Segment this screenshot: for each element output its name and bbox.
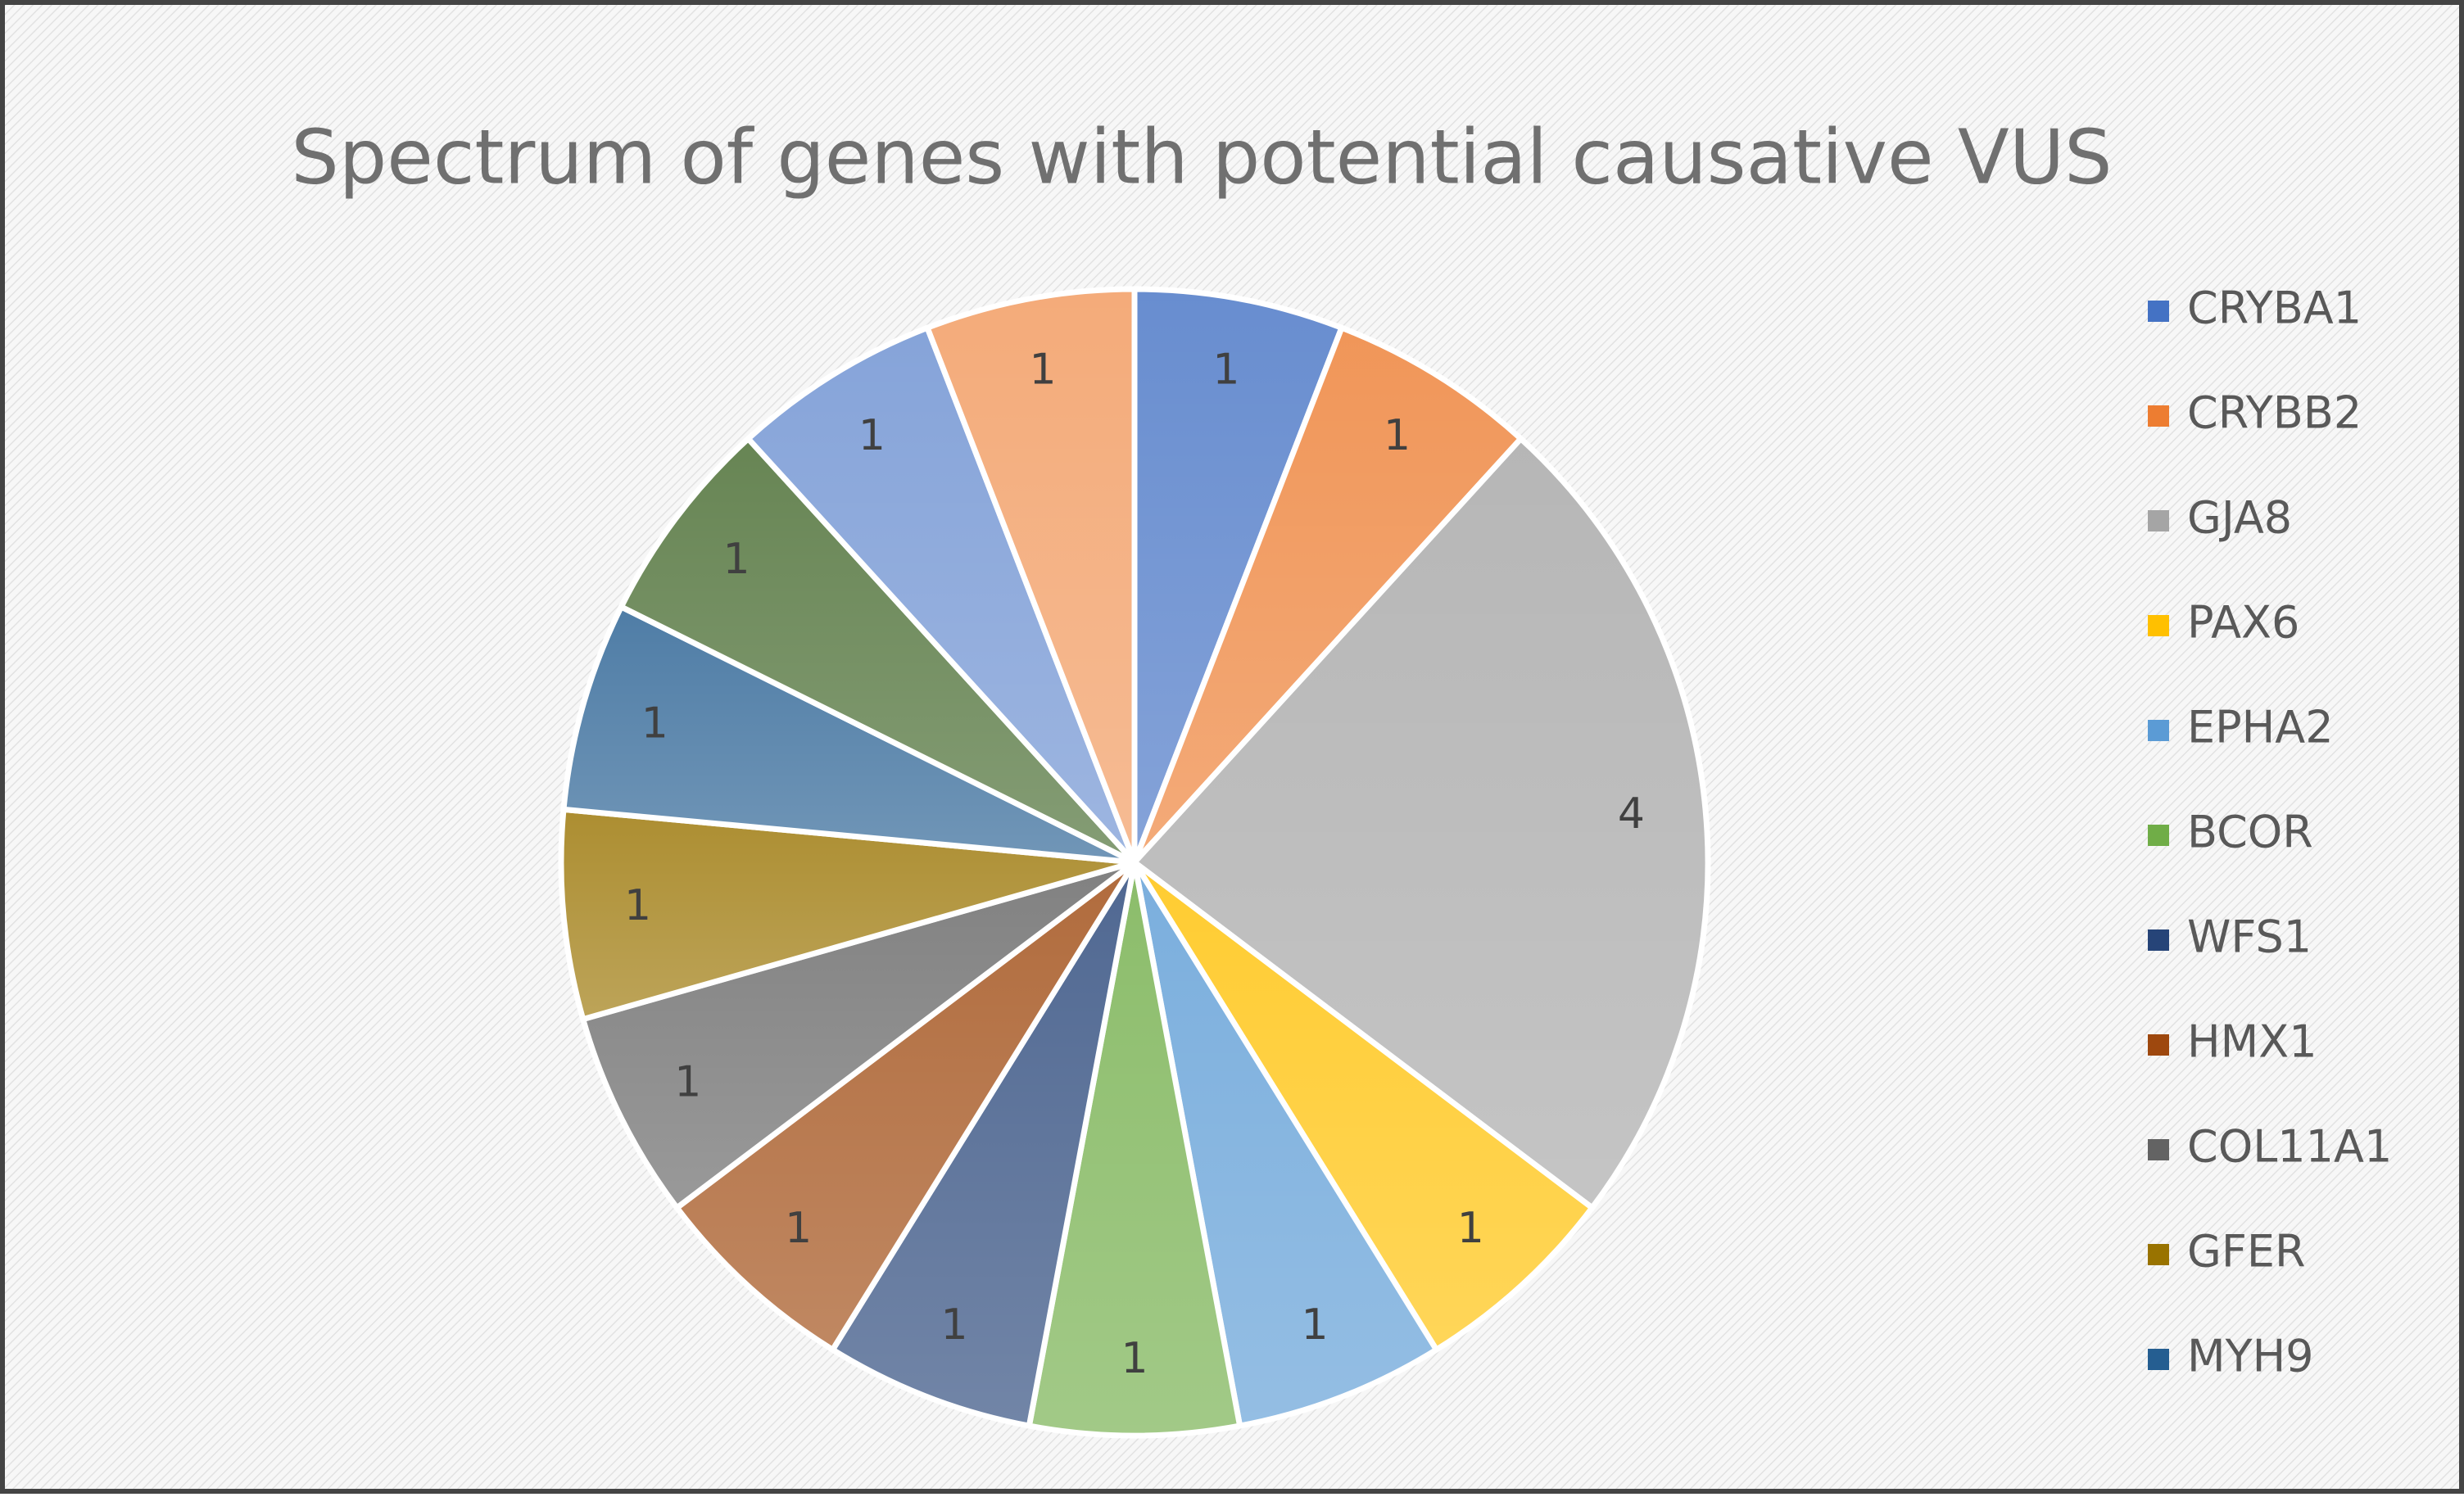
slice-shade	[563, 606, 1135, 862]
data-label: 1	[674, 1057, 701, 1106]
slice-shade	[561, 809, 1135, 1020]
slice-shade	[1135, 328, 1521, 863]
data-label: 1	[1030, 345, 1057, 394]
data-label: 1	[858, 411, 886, 460]
slice-shade	[1135, 289, 1342, 862]
data-label: 1	[785, 1204, 812, 1253]
slice-shade	[582, 862, 1135, 1208]
legend-label: MYH9	[2187, 1331, 2314, 1382]
data-label: 1	[641, 699, 668, 748]
legend-swatch	[2148, 1034, 2169, 1056]
slice-shade	[1135, 862, 1592, 1350]
legend-label: CRYBB2	[2187, 387, 2362, 439]
data-label: 1	[1121, 1334, 1148, 1383]
legend-swatch	[2148, 720, 2169, 741]
data-label: 1	[722, 535, 750, 584]
slice-shade	[1029, 862, 1240, 1436]
legend-swatch	[2148, 301, 2169, 322]
slice-shade	[1135, 438, 1708, 1208]
legend-label: WFS1	[2187, 911, 2312, 963]
legend-label: CRYBA1	[2187, 283, 2362, 334]
legend-label: COL11A1	[2187, 1121, 2392, 1173]
legend-swatch	[2148, 615, 2169, 636]
legend-swatch	[2148, 510, 2169, 531]
legend-swatch	[2148, 929, 2169, 951]
legend-swatch	[2148, 405, 2169, 427]
data-label: 1	[1301, 1300, 1328, 1350]
legend-label: GFER	[2187, 1226, 2306, 1278]
data-label: 4	[1618, 789, 1645, 839]
legend-swatch	[2148, 1139, 2169, 1160]
legend-label: GJA8	[2187, 492, 2292, 544]
legend-swatch	[2148, 1349, 2169, 1370]
legend-label: BCOR	[2187, 807, 2313, 858]
data-label: 1	[1384, 411, 1411, 460]
slice-shade	[832, 862, 1135, 1427]
legend-label: HMX1	[2187, 1016, 2317, 1068]
slice-shade	[1135, 862, 1437, 1427]
data-label: 1	[1212, 345, 1239, 394]
slice-shade	[621, 438, 1135, 862]
slice-shade	[748, 328, 1135, 863]
legend-label: EPHA2	[2187, 702, 2334, 753]
slice-shade	[927, 289, 1135, 862]
legend-swatch	[2148, 1244, 2169, 1265]
data-label: 1	[1457, 1204, 1484, 1253]
data-label: 1	[624, 881, 651, 930]
slice-shade	[677, 862, 1135, 1350]
legend-label: PAX6	[2187, 597, 2299, 649]
data-label: 1	[940, 1300, 967, 1350]
chart-title: Spectrum of genes with potential causati…	[291, 113, 2112, 201]
legend-swatch	[2148, 825, 2169, 846]
